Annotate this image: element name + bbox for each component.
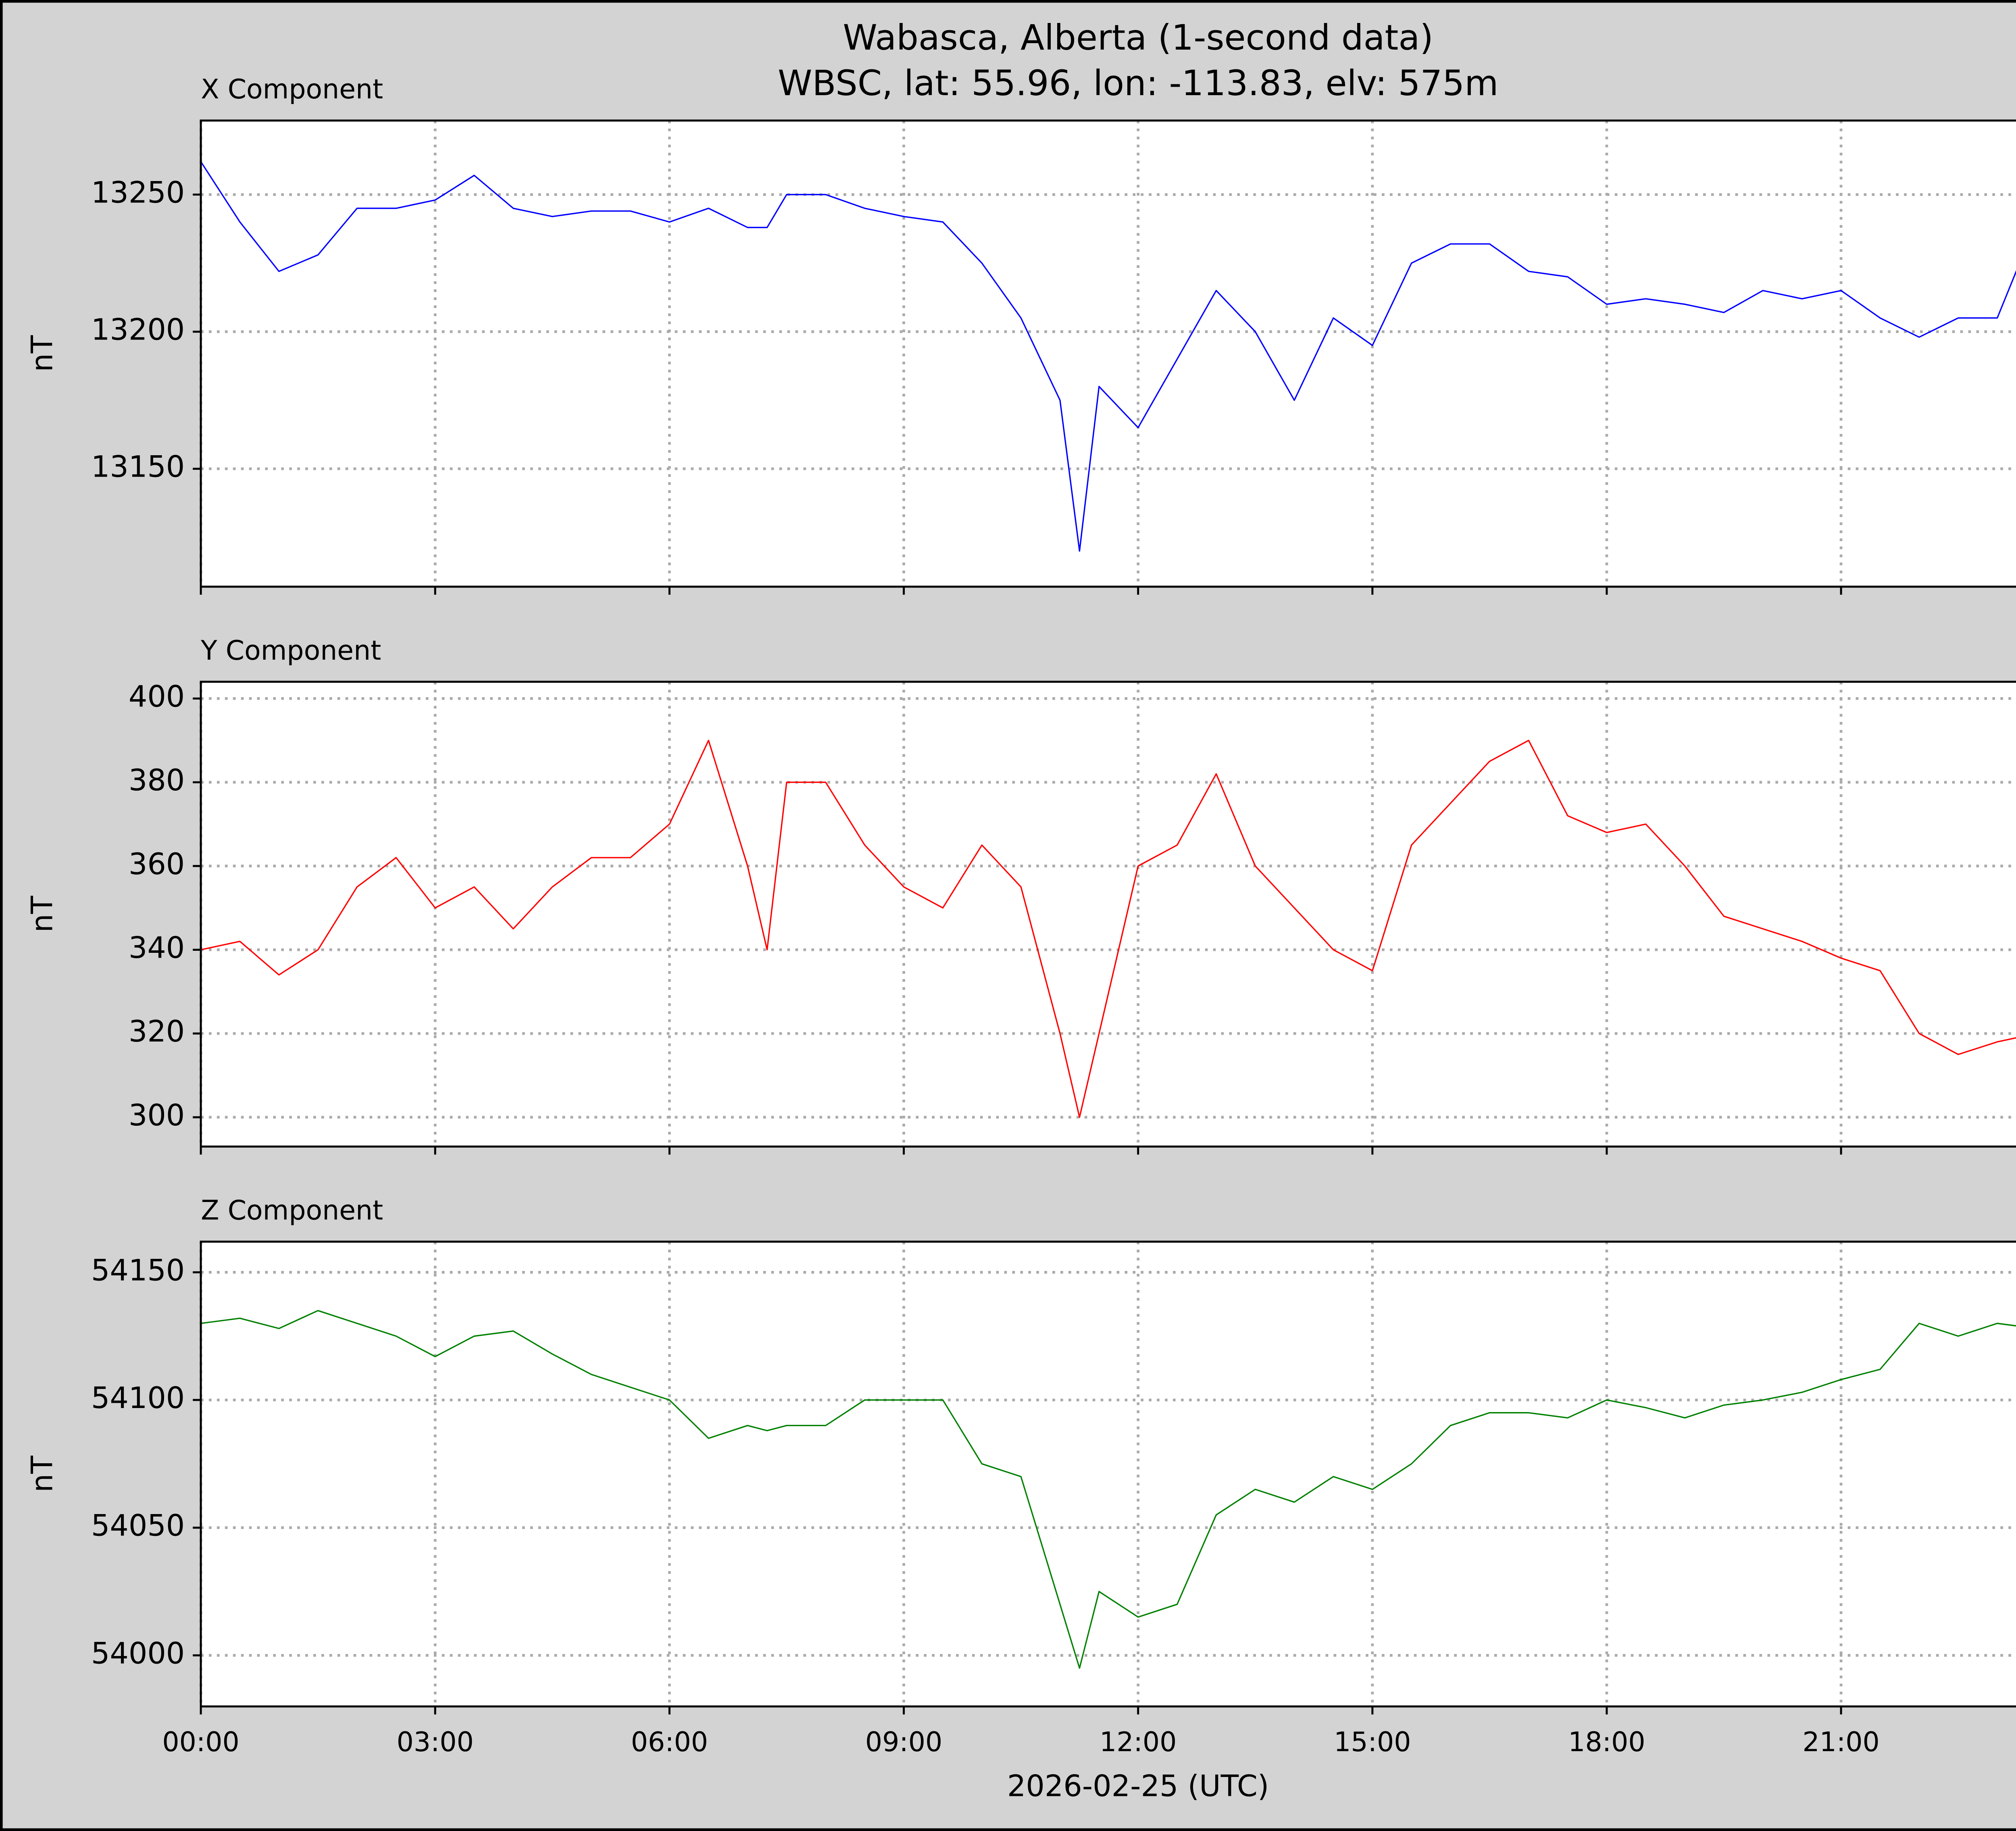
y-tick-label: 380 [129, 763, 185, 798]
x-tick-label: 00:00 [162, 1726, 239, 1758]
x-tick-label: 03:00 [397, 1726, 474, 1758]
y-tick-label: 13250 [91, 176, 185, 210]
plot-frame [200, 1240, 2016, 1708]
y-tick-label: 360 [129, 847, 185, 881]
y-tick-label: 320 [129, 1014, 185, 1049]
data-line [200, 1310, 2016, 1669]
y-axis-label: nT [25, 1456, 60, 1492]
plot-area [201, 1241, 2016, 1707]
panel-title: Y Component [200, 635, 381, 666]
y-tick-label: 400 [129, 679, 185, 714]
x-tick-label: 09:00 [865, 1726, 942, 1758]
panel-title: X Component [201, 73, 383, 105]
data-line [200, 161, 2016, 552]
x-tick-label: 18:00 [1568, 1726, 1645, 1758]
y-tick-label: 54050 [91, 1509, 185, 1543]
title-line: WBSC, lat: 55.96, lon: -113.83, elv: 575… [778, 63, 1498, 104]
y-tick-label: 54000 [91, 1636, 185, 1671]
data-line [200, 739, 2016, 1118]
y-axis-label: nT [25, 335, 60, 372]
x-axis-label: 2026-02-25 (UTC) [1007, 1769, 1269, 1804]
y-axis-label: nT [25, 896, 60, 932]
plot-area [201, 681, 2016, 1147]
x-tick-label: 21:00 [1802, 1726, 1879, 1758]
y-tick-label: 340 [129, 931, 185, 965]
y-tick-label: 13150 [91, 450, 185, 484]
x-tick-label: 12:00 [1100, 1726, 1177, 1758]
y-tick-label: 54150 [91, 1253, 185, 1287]
panel-title: Z Component [201, 1194, 383, 1226]
y-tick-label: 54100 [91, 1381, 185, 1415]
plot-frame [200, 119, 2016, 588]
x-tick-label: 15:00 [1334, 1726, 1411, 1758]
plot-area [201, 120, 2016, 587]
y-tick-label: 300 [129, 1098, 185, 1133]
plot-frame [200, 681, 2016, 1148]
y-tick-label: 13200 [91, 313, 185, 347]
title-line: Wabasca, Alberta (1-second data) [843, 18, 1433, 58]
x-tick-label: 06:00 [631, 1726, 708, 1758]
